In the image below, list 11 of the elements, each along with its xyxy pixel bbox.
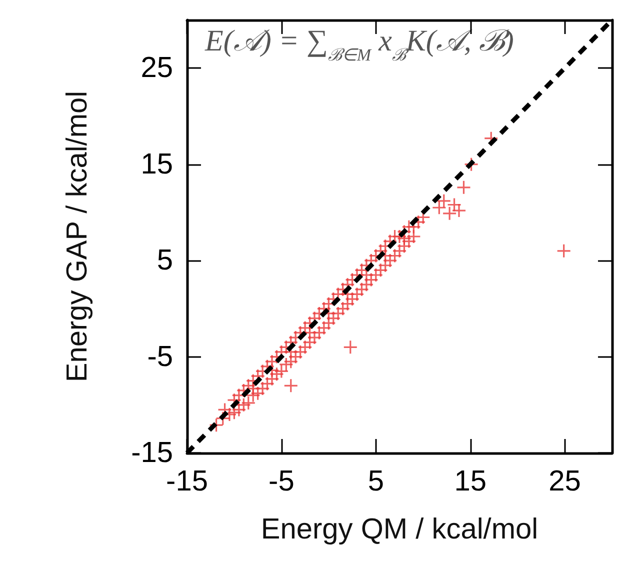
y-tick-label: 5 (156, 244, 173, 277)
x-tick-label: -5 (268, 466, 294, 498)
y-tick-label: -15 (131, 437, 173, 469)
x-tick-label: 15 (454, 466, 486, 498)
x-axis-title: Energy QM / kcal/mol (260, 514, 538, 546)
x-tick-label: 5 (368, 466, 384, 498)
y-tick-label: 15 (140, 148, 173, 180)
x-tick-label: 25 (548, 466, 581, 498)
y-tick-label: -5 (147, 340, 173, 373)
y-axis-title: Energy GAP / kcal/mol (62, 90, 94, 382)
y-tick-label: 25 (140, 52, 173, 84)
